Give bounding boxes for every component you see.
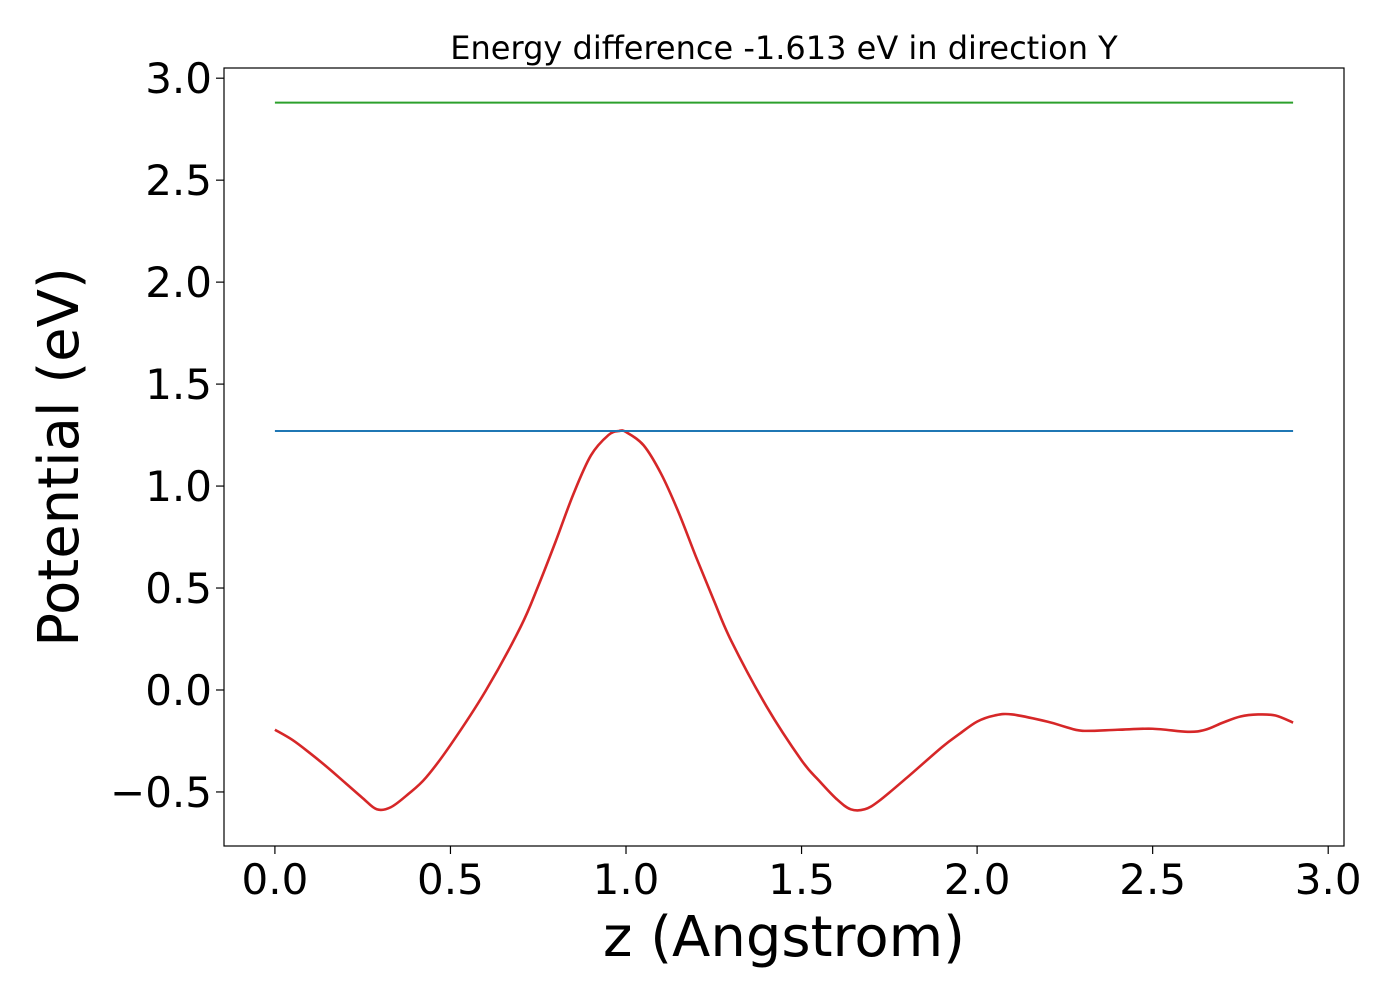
y-tick-label: 3.0	[145, 54, 212, 103]
x-tick-label: 1.5	[768, 855, 835, 904]
x-tick-label: 0.0	[242, 855, 309, 904]
y-tick-label: 1.5	[145, 360, 212, 409]
x-tick-label: 3.0	[1295, 855, 1362, 904]
y-tick-label: −0.5	[110, 768, 212, 817]
y-tick-label: 0.0	[145, 666, 212, 715]
y-axis-label: Potential (eV)	[27, 267, 92, 647]
x-tick-label: 2.5	[1119, 855, 1186, 904]
y-tick-label: 2.0	[145, 258, 212, 307]
potential-curve-line	[274, 429, 1294, 812]
series-layer	[274, 101, 1294, 812]
y-tick-label: 1.0	[145, 462, 212, 511]
x-axis-ticks: 0.0 0.5 1.0 1.5 2.0 2.5 3.0	[242, 846, 1362, 904]
x-tick-label: 2.0	[944, 855, 1011, 904]
x-tick-label: 1.0	[593, 855, 660, 904]
chart-title: Energy difference -1.613 eV in direction…	[450, 29, 1118, 67]
y-axis-ticks: −0.5 0.0 0.5 1.0 1.5 2.0 2.5 3.0	[110, 54, 224, 817]
y-tick-label: 0.5	[145, 564, 212, 613]
y-tick-label: 2.5	[145, 156, 212, 205]
x-axis-label: z (Angstrom)	[603, 905, 965, 970]
x-tick-label: 0.5	[417, 855, 484, 904]
plot-frame	[223, 67, 1345, 847]
